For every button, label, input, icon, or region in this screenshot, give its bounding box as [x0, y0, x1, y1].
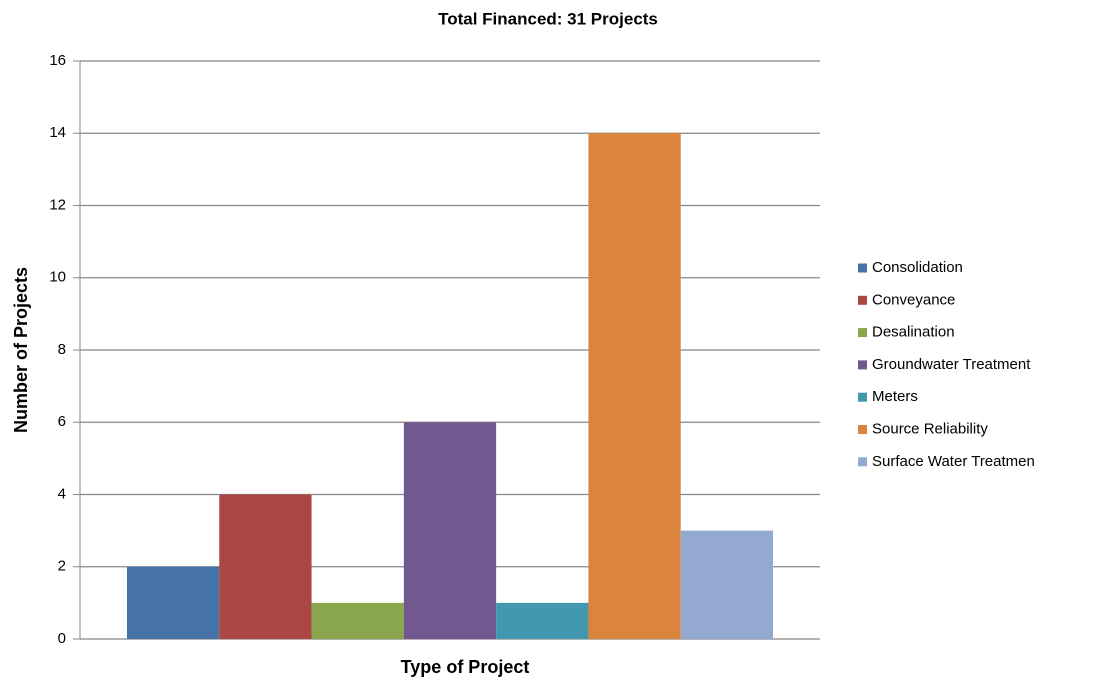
legend-swatch: [858, 425, 867, 434]
bar: [311, 602, 404, 639]
bar: [680, 530, 774, 639]
y-tick-label: 6: [58, 413, 66, 430]
legend-swatch: [858, 360, 867, 370]
legend-label: Consolidation: [872, 259, 963, 276]
y-tick-label: 16: [49, 52, 66, 69]
x-axis-label: Type of Project: [401, 657, 530, 677]
legend-label: Desalination: [872, 324, 955, 341]
chart-title: Total Financed: 31 Projects: [438, 9, 658, 28]
bar: [403, 422, 497, 639]
bar: [126, 566, 220, 639]
y-tick-label: 4: [58, 485, 66, 502]
legend-label: Source Reliability: [872, 420, 988, 437]
bar: [219, 494, 312, 639]
legend-swatch: [858, 457, 867, 467]
y-tick-label: 14: [49, 124, 66, 141]
legend-swatch: [858, 392, 867, 402]
legend-label: Groundwater Treatment: [872, 356, 1031, 373]
y-tick-label: 10: [49, 269, 66, 286]
legend-swatch: [858, 295, 867, 305]
bar: [496, 602, 589, 639]
legend-label: Conveyance: [872, 291, 955, 308]
legend-label: Meters: [872, 388, 918, 405]
y-axis-label: Number of Projects: [11, 267, 31, 433]
bar: [588, 133, 681, 639]
legend-swatch: [858, 328, 867, 338]
y-tick-label: 12: [49, 196, 66, 213]
legend-swatch: [858, 263, 867, 273]
y-tick-label: 0: [58, 630, 66, 647]
legend-label: Surface Water Treatmen: [872, 453, 1035, 470]
y-tick-label: 8: [58, 341, 66, 358]
y-tick-label: 2: [58, 558, 66, 575]
